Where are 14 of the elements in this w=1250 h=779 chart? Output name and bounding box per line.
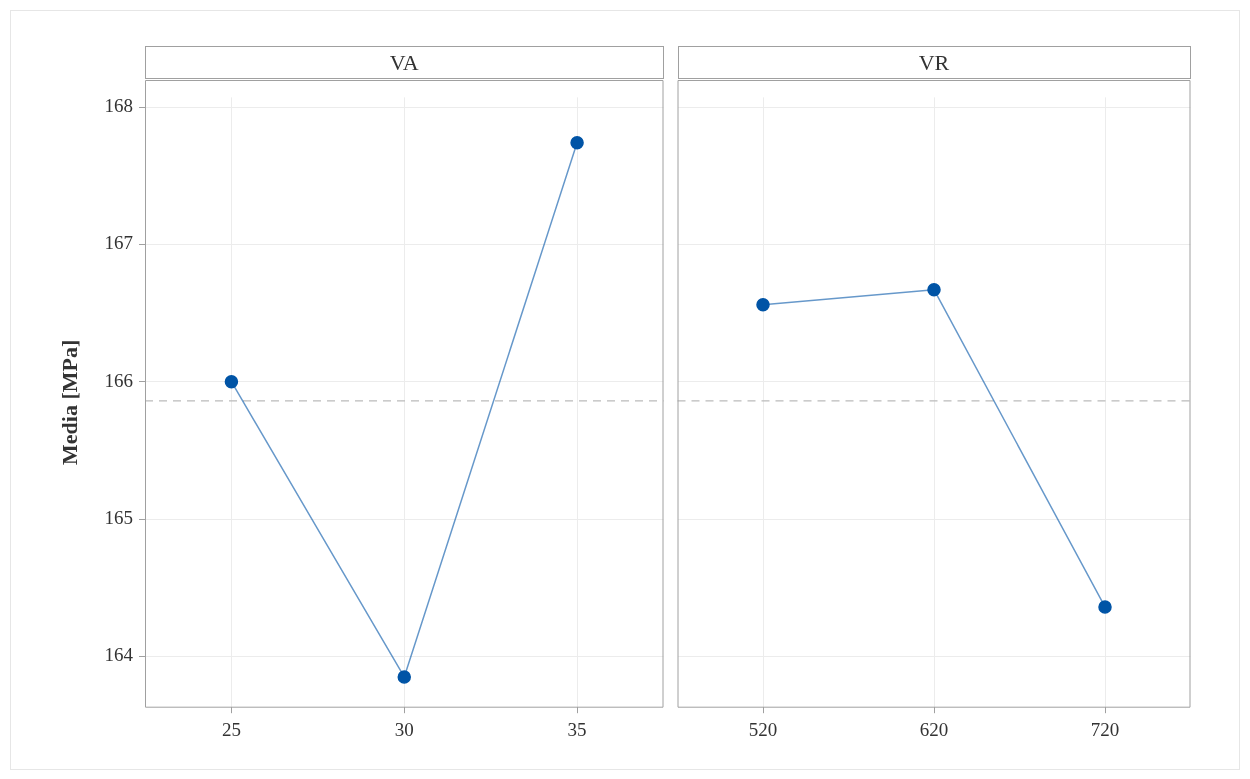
y-axis-title: Media [MPa] [56,339,82,465]
x-tick-label: 620 [919,718,949,740]
x-tick-label: 25 [221,718,241,740]
y-tick-label: 164 [104,644,134,666]
y-tick-label: 166 [104,369,133,391]
x-tick-label: 720 [1090,718,1120,740]
x-tick-label: 35 [567,718,587,740]
chart-title: VR [677,46,1191,79]
chart-title: VA [145,46,664,79]
y-tick-label: 167 [104,232,133,254]
y-tick-label: 165 [104,507,133,529]
x-tick-label: 30 [394,718,414,740]
y-tick-label: 168 [104,95,133,116]
x-tick-label: 520 [748,718,778,740]
